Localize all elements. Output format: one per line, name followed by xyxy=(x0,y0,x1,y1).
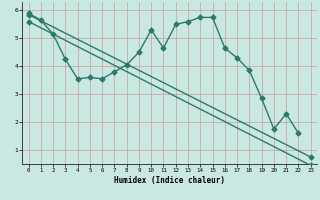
X-axis label: Humidex (Indice chaleur): Humidex (Indice chaleur) xyxy=(114,176,225,185)
